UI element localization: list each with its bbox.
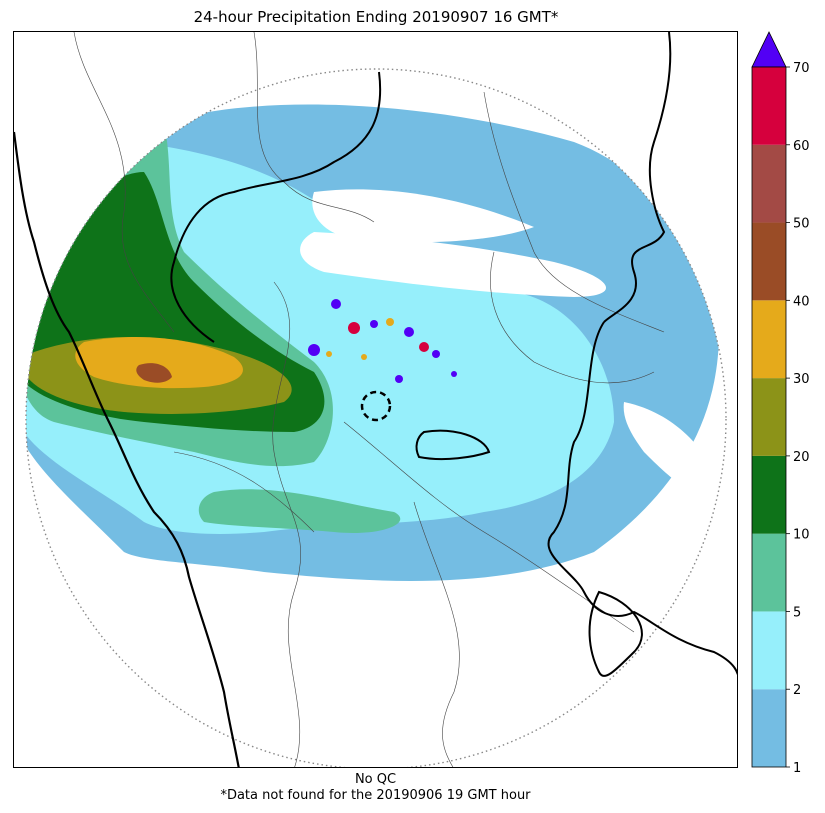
footer-qc-note: No QC xyxy=(354,772,397,787)
radar-map xyxy=(13,31,738,768)
precip-5-10-b xyxy=(198,489,401,533)
colorbar-segment-50-60 xyxy=(752,144,786,223)
colorbar-segment-10-20 xyxy=(752,455,786,534)
colorbar-tick-label: 20 xyxy=(793,450,810,465)
colorbar-tick-label: 30 xyxy=(793,372,810,387)
colorbar-tick-label: 70 xyxy=(793,61,810,76)
colorbar-tick-label: 10 xyxy=(793,528,810,543)
map-canvas xyxy=(14,32,737,767)
colorbar-tick-label: 60 xyxy=(793,139,810,154)
precip-30-40 xyxy=(75,337,243,389)
precip-gap-2 xyxy=(300,232,607,297)
colorbar-tick-label: 40 xyxy=(793,294,810,309)
colorbar-tick-label: 1 xyxy=(793,761,801,776)
colorbar-segment-5-10 xyxy=(752,533,786,612)
chart-title: 24-hour Precipitation Ending 20190907 16… xyxy=(193,8,559,26)
precip-high-cells xyxy=(308,299,457,383)
precip-field xyxy=(26,104,726,581)
range-ring xyxy=(25,68,727,767)
precip-gap-1 xyxy=(312,189,534,243)
colorbar-segment-30-40 xyxy=(752,300,786,379)
colorbar: 1 2 5 10 20 30 40 50 60 70 xyxy=(751,30,824,776)
colorbar-tick-label: 2 xyxy=(793,683,801,698)
colorbar-svg: 1 2 5 10 20 30 40 50 60 70 xyxy=(751,31,810,776)
colorbar-segment-2-5 xyxy=(752,611,786,690)
colorbar-segment-1-2 xyxy=(752,689,786,767)
footer-missing-data-note: *Data not found for the 20190906 19 GMT … xyxy=(220,788,531,803)
colorbar-segment-40-50 xyxy=(752,222,786,301)
radar-site xyxy=(360,390,392,422)
colorbar-segment-20-30 xyxy=(752,378,786,456)
colorbar-tick-label: 5 xyxy=(793,605,801,620)
colorbar-border xyxy=(751,66,787,768)
state-boundaries xyxy=(170,32,737,677)
precip-40-50 xyxy=(136,363,172,383)
colorbar-extend-max xyxy=(751,31,787,68)
coastline xyxy=(14,131,240,767)
colorbar-tick-label: 50 xyxy=(793,217,810,232)
precip-gap-4 xyxy=(623,402,724,502)
colorbar-segment-60-70 xyxy=(752,67,786,145)
